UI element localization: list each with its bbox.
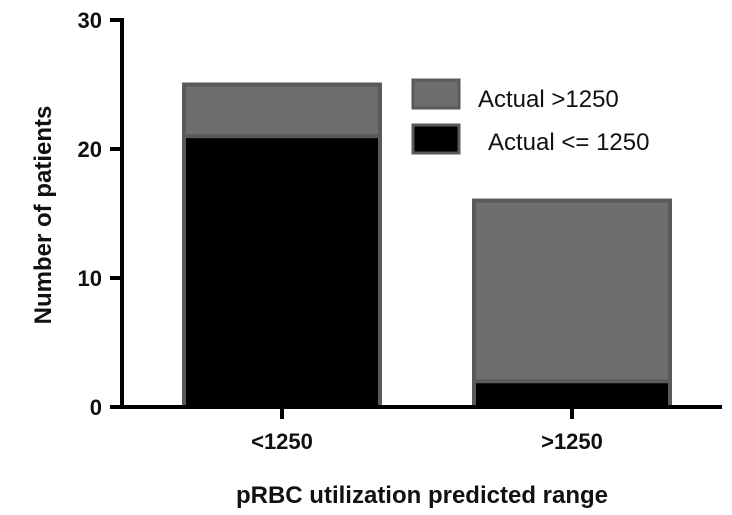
- x-axis-label: pRBC utilization predicted range: [236, 482, 608, 509]
- legend-label: Actual >1250: [478, 86, 619, 113]
- x-tick-label: >1250: [541, 429, 603, 454]
- y-tick-label: 10: [78, 266, 102, 291]
- legend-label: Actual <= 1250: [488, 129, 649, 156]
- y-tick-label: 0: [90, 395, 102, 420]
- y-axis-label: Number of patients: [30, 106, 57, 325]
- y-tick-label: 20: [78, 137, 102, 162]
- bar-segment: [182, 134, 382, 409]
- axes-layer: 0 10 20 30 <1250 >1250: [78, 8, 722, 454]
- bar-segment: [182, 82, 382, 139]
- legend-swatch: [411, 78, 461, 110]
- bar-segment: [472, 379, 672, 410]
- bar-segment: [472, 198, 672, 384]
- y-tick-label: 30: [78, 8, 102, 33]
- bars-layer: [182, 82, 672, 410]
- x-tick-label: <1250: [251, 429, 313, 454]
- legend-swatch: [411, 123, 461, 155]
- legend: Actual >1250 Actual <= 1250: [411, 78, 649, 156]
